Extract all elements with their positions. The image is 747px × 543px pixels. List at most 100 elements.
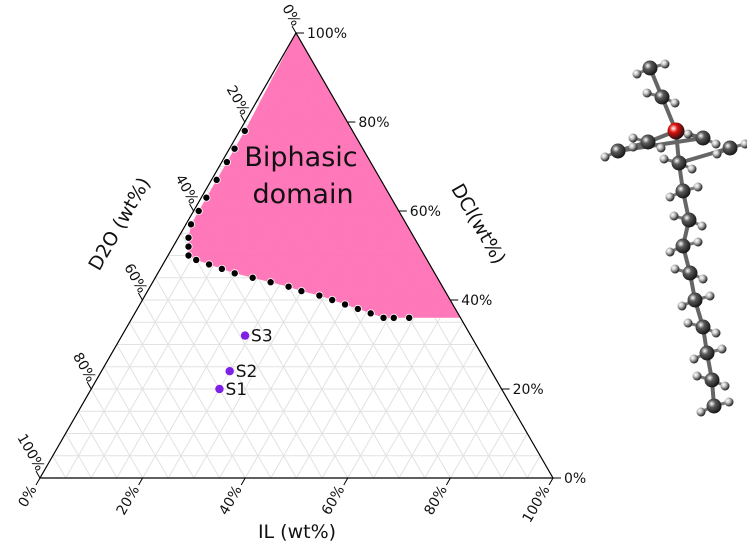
binodal-point <box>184 242 193 251</box>
left-tick <box>189 203 195 212</box>
binodal-point <box>217 264 226 273</box>
bottom-tick-label: 20% <box>114 483 143 518</box>
grid-line <box>129 321 220 479</box>
biphasic-region <box>188 33 461 318</box>
carbon-atom <box>704 372 720 388</box>
hydrogen-atom <box>683 129 693 139</box>
hydrogen-atom <box>692 371 702 381</box>
left-tick-label: 80% <box>69 350 98 385</box>
carbon-atom <box>695 319 711 335</box>
binodal-point <box>353 304 362 313</box>
binodal-point <box>284 282 293 291</box>
binodal-point <box>297 287 306 296</box>
carbon-atom <box>610 143 626 159</box>
hydrogen-atom <box>669 211 679 221</box>
hydrogen-atom <box>628 133 638 143</box>
hydrogen-atom <box>656 143 666 153</box>
bottom-axis-label: IL (wt%) <box>258 521 336 543</box>
grid-line <box>65 433 92 479</box>
grid-line <box>398 344 477 479</box>
hydrogen-atom <box>689 354 699 364</box>
hydrogen-atom <box>698 274 708 284</box>
binodal-point <box>266 278 275 287</box>
carbon-atom <box>699 345 715 361</box>
carbon-atom <box>675 183 691 199</box>
right-tick-label: 100% <box>307 26 347 42</box>
binodal-point <box>328 295 337 304</box>
carbon-atom <box>682 265 698 281</box>
carbon-atom <box>642 60 658 76</box>
grid-line <box>154 277 272 479</box>
left-tick-label: 0% <box>278 2 303 29</box>
hydrogen-atom <box>683 318 693 328</box>
binodal-point <box>222 158 231 167</box>
bottom-tick-label: 60% <box>319 483 348 518</box>
grid-line <box>526 455 541 479</box>
hydrogen-atom <box>665 192 675 202</box>
grid-line <box>180 232 323 479</box>
hydrogen-atom <box>665 247 675 257</box>
bottom-tick-label: 80% <box>421 483 450 518</box>
hydrogen-atom <box>693 237 703 247</box>
right-tick-label: 0% <box>564 471 586 487</box>
hydrogen-atom <box>670 264 680 274</box>
binodal-point <box>205 260 214 269</box>
grid-line <box>347 299 451 479</box>
binodal-point <box>192 255 201 264</box>
hydrogen-atom <box>670 98 680 108</box>
right-tick-label: 60% <box>410 204 441 220</box>
sample-point-s3 <box>240 331 250 340</box>
binodal-point <box>187 220 196 229</box>
hydrogen-atom <box>712 149 722 159</box>
binodal-point <box>248 273 257 282</box>
hydrogen-atom <box>696 407 706 417</box>
binodal-point <box>184 251 193 260</box>
grid-line <box>116 344 195 479</box>
bottom-tick <box>343 477 349 486</box>
grid-line <box>475 411 515 479</box>
bottom-tick-label: 100% <box>520 483 554 526</box>
grid-line <box>77 410 118 479</box>
hydrogen-atom <box>659 154 669 164</box>
left-axis-label: D2O (wt%) <box>84 174 155 275</box>
left-tick-label: 100% <box>14 431 48 474</box>
hydrogen-atom <box>724 397 734 407</box>
sample-label-s2: S2 <box>236 362 258 382</box>
binodal-point <box>341 300 350 309</box>
grid-line <box>424 366 490 479</box>
binodal-point <box>315 291 324 300</box>
sample-label-s1: S1 <box>225 380 247 400</box>
left-tick <box>291 25 297 34</box>
right-tick-label: 20% <box>513 382 544 398</box>
sample-point-s1 <box>215 384 224 394</box>
bottom-tick <box>138 477 144 486</box>
carbon-atom <box>722 140 738 156</box>
hydrogen-atom <box>642 88 652 98</box>
binodal-point <box>184 233 193 242</box>
ternary-triangle-frame <box>38 31 555 479</box>
right-axis-label: DCl(wt%) <box>446 180 510 268</box>
carbon-atom <box>695 130 711 146</box>
bottom-tick <box>548 477 554 486</box>
hydrogen-atom <box>705 291 715 301</box>
hydrogen-atom <box>677 301 687 311</box>
left-tick <box>86 381 92 390</box>
grid-line <box>501 433 528 479</box>
binodal-point <box>366 309 375 318</box>
carbon-atom <box>706 398 722 414</box>
grid-line <box>373 322 464 479</box>
bottom-tick-label: 0% <box>15 483 40 510</box>
grid-line <box>167 255 297 479</box>
carbon-atom <box>654 89 670 105</box>
hydrogen-atom <box>687 164 697 174</box>
grid-line <box>103 366 169 479</box>
left-tick-label: 20% <box>223 83 252 118</box>
bottom-tick-label: 40% <box>216 483 245 518</box>
hydrogen-atom <box>720 381 730 391</box>
binodal-point <box>202 193 211 202</box>
grid-line <box>449 388 503 479</box>
hydrogen-atom <box>600 152 610 162</box>
carbon-atom <box>687 292 703 308</box>
hydrogen-atom <box>632 69 642 79</box>
